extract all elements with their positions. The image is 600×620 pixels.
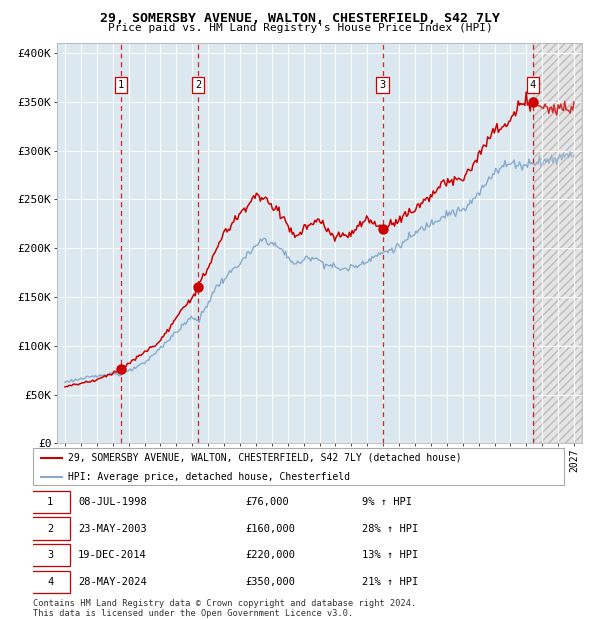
Text: 29, SOMERSBY AVENUE, WALTON, CHESTERFIELD, S42 7LY: 29, SOMERSBY AVENUE, WALTON, CHESTERFIEL…	[100, 12, 500, 25]
Text: 4: 4	[47, 577, 53, 587]
Text: HPI: Average price, detached house, Chesterfield: HPI: Average price, detached house, Ches…	[68, 472, 350, 482]
Text: 08-JUL-1998: 08-JUL-1998	[78, 497, 147, 507]
FancyBboxPatch shape	[31, 490, 70, 513]
Text: 4: 4	[530, 81, 536, 91]
Text: 23-MAY-2003: 23-MAY-2003	[78, 523, 147, 534]
FancyBboxPatch shape	[33, 448, 564, 485]
FancyBboxPatch shape	[31, 544, 70, 567]
Text: This data is licensed under the Open Government Licence v3.0.: This data is licensed under the Open Gov…	[33, 609, 353, 618]
Text: £76,000: £76,000	[245, 497, 289, 507]
Text: Price paid vs. HM Land Registry's House Price Index (HPI): Price paid vs. HM Land Registry's House …	[107, 23, 493, 33]
Text: £160,000: £160,000	[245, 523, 295, 534]
Text: £350,000: £350,000	[245, 577, 295, 587]
Text: 13% ↑ HPI: 13% ↑ HPI	[362, 550, 418, 560]
Text: 19-DEC-2014: 19-DEC-2014	[78, 550, 147, 560]
Text: £220,000: £220,000	[245, 550, 295, 560]
Text: 28-MAY-2024: 28-MAY-2024	[78, 577, 147, 587]
Bar	[534, 43, 582, 443]
Text: Contains HM Land Registry data © Crown copyright and database right 2024.: Contains HM Land Registry data © Crown c…	[33, 599, 416, 608]
FancyBboxPatch shape	[31, 570, 70, 593]
FancyBboxPatch shape	[31, 517, 70, 540]
Text: 28% ↑ HPI: 28% ↑ HPI	[362, 523, 418, 534]
Text: 2: 2	[196, 81, 202, 91]
Text: 9% ↑ HPI: 9% ↑ HPI	[362, 497, 412, 507]
Text: 1: 1	[47, 497, 53, 507]
Text: 2: 2	[47, 523, 53, 534]
Text: 3: 3	[379, 81, 386, 91]
Text: 3: 3	[47, 550, 53, 560]
Text: 29, SOMERSBY AVENUE, WALTON, CHESTERFIELD, S42 7LY (detached house): 29, SOMERSBY AVENUE, WALTON, CHESTERFIEL…	[68, 453, 461, 463]
Text: 1: 1	[118, 81, 124, 91]
Text: 21% ↑ HPI: 21% ↑ HPI	[362, 577, 418, 587]
Bar	[534, 43, 582, 443]
